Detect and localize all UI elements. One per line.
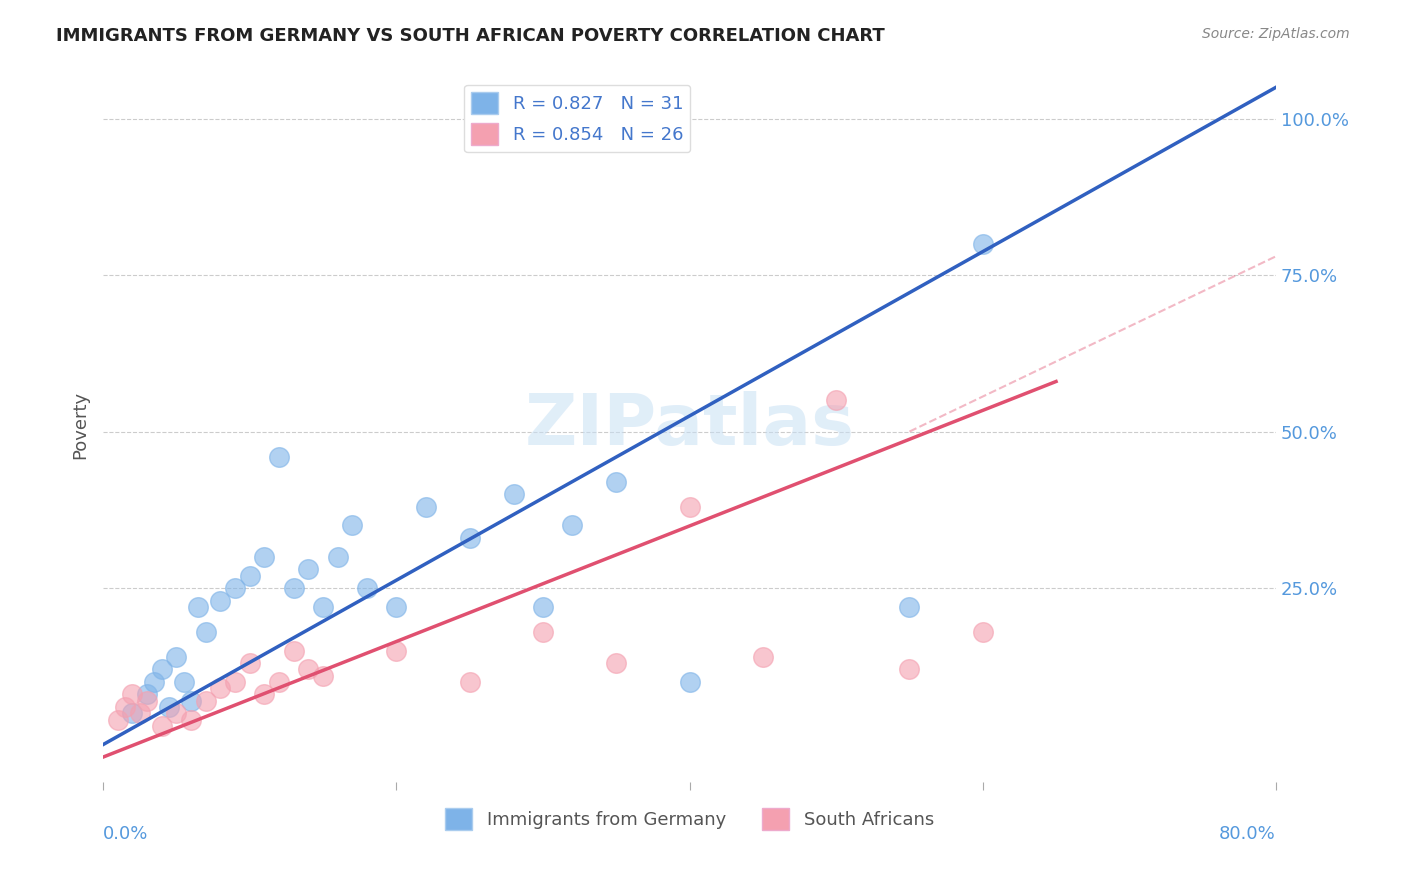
Point [531,599,554,614]
Point [678,500,700,514]
Point [458,531,481,545]
Point [209,593,232,607]
Point [385,599,408,614]
Legend: Immigrants from Germany, South Africans: Immigrants from Germany, South Africans [439,801,941,838]
Text: 0.0%: 0.0% [103,825,149,843]
Point [165,706,187,721]
Point [209,681,232,696]
Point [267,450,290,464]
Point [136,694,159,708]
Point [267,675,290,690]
Point [312,669,335,683]
Point [128,706,150,721]
Point [825,393,848,408]
Point [157,700,180,714]
Point [898,662,921,676]
Point [297,662,319,676]
Point [150,662,173,676]
Point [531,624,554,639]
Y-axis label: Poverty: Poverty [72,392,89,459]
Point [561,518,583,533]
Text: ZIPatlas: ZIPatlas [524,391,855,459]
Point [224,675,246,690]
Point [107,713,129,727]
Point [165,649,187,664]
Point [605,656,627,670]
Point [121,706,143,721]
Point [678,675,700,690]
Point [180,694,202,708]
Text: Source: ZipAtlas.com: Source: ZipAtlas.com [1202,27,1350,41]
Point [415,500,437,514]
Point [194,694,217,708]
Point [752,649,775,664]
Point [385,643,408,657]
Point [283,581,305,595]
Point [136,688,159,702]
Point [150,719,173,733]
Point [180,713,202,727]
Point [312,599,335,614]
Point [194,624,217,639]
Point [458,675,481,690]
Point [356,581,378,595]
Text: IMMIGRANTS FROM GERMANY VS SOUTH AFRICAN POVERTY CORRELATION CHART: IMMIGRANTS FROM GERMANY VS SOUTH AFRICAN… [56,27,884,45]
Point [239,656,262,670]
Point [283,643,305,657]
Point [972,236,994,251]
Point [253,688,276,702]
Point [898,599,921,614]
Point [502,487,524,501]
Point [187,599,209,614]
Point [253,549,276,564]
Point [326,549,349,564]
Point [224,581,246,595]
Point [173,675,195,690]
Text: 80.0%: 80.0% [1219,825,1277,843]
Point [605,475,627,489]
Point [114,700,136,714]
Point [972,624,994,639]
Point [121,688,143,702]
Point [297,562,319,576]
Point [143,675,166,690]
Point [342,518,364,533]
Point [239,568,262,582]
